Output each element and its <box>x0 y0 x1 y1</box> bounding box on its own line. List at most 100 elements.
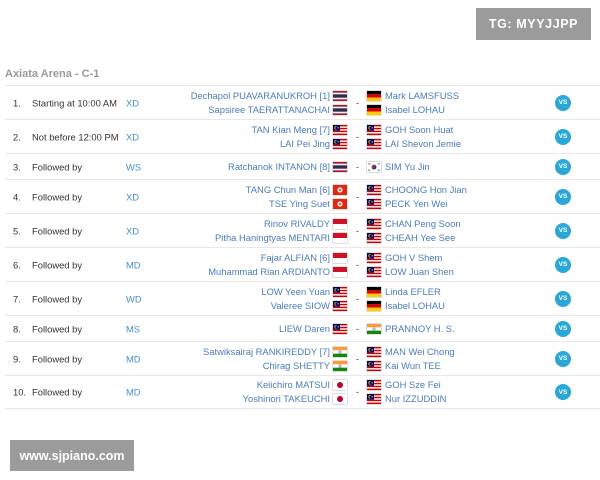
match-time: Not before 12:00 PM <box>32 131 119 142</box>
match-row: 10. Followed by MD Keiichiro MATSUI Yoshinor… <box>5 375 600 409</box>
player-link[interactable]: GOH Soon Huat <box>385 123 454 135</box>
flags-right <box>367 90 381 115</box>
match-event[interactable]: MS <box>126 323 141 334</box>
player-link[interactable]: TANG Chun Man [6] <box>245 183 330 195</box>
hongkong-flag-icon <box>333 184 347 195</box>
flags-right <box>367 252 381 277</box>
player-link[interactable]: Isabel LOHAU <box>385 299 445 311</box>
versus-separator: - <box>356 225 359 236</box>
player-link[interactable]: Linda EFLER <box>385 285 441 297</box>
player-link[interactable]: LOW Yeen Yuan <box>261 285 330 297</box>
japan-flag-icon <box>333 394 347 404</box>
watermark-top: TG: MYYJJPP <box>476 8 591 40</box>
vs-icon[interactable]: VS <box>555 290 571 307</box>
flags-left <box>333 90 347 115</box>
malaysia-flag-icon <box>367 138 381 149</box>
malaysia-flag-icon <box>367 360 381 371</box>
player-link[interactable]: Satwiksairaj RANKIREDDY [7] <box>203 345 330 357</box>
team-left: Ratchanok INTANON [8] <box>228 160 330 174</box>
vs-icon[interactable]: VS <box>555 128 571 145</box>
vs-icon[interactable]: VS <box>555 188 571 205</box>
team-left: LOW Yeen Yuan Valeree SIOW <box>261 285 330 313</box>
match-row: 3. Followed by WS Ratchanok INTANON [8] - SIM… <box>5 153 600 179</box>
team-left: Satwiksairaj RANKIREDDY [7] Chirag SHETTY <box>203 345 330 373</box>
player-link[interactable]: PRANNOY H. S. <box>385 322 455 334</box>
malaysia-flag-icon <box>367 124 381 135</box>
player-link[interactable]: Ratchanok INTANON [8] <box>228 160 330 172</box>
vs-icon[interactable]: VS <box>555 320 571 337</box>
player-link[interactable]: Mark LAMSFUSS <box>385 89 459 101</box>
player-link[interactable]: Nur IZZUDDIN <box>385 393 447 404</box>
match-row: 8. Followed by MS LIEW Daren - PRANNOY H. S. V… <box>5 315 600 341</box>
team-left: Fajar ALFIAN [6] Muhammad Rian ARDIANTO <box>208 251 330 279</box>
vs-icon[interactable]: VS <box>555 350 571 367</box>
thailand-flag-icon <box>333 104 347 115</box>
player-link[interactable]: Muhammad Rian ARDIANTO <box>208 265 330 277</box>
match-event[interactable]: XD <box>126 225 140 236</box>
vs-icon[interactable]: VS <box>555 256 571 273</box>
player-link[interactable]: TAN Kian Meng [7] <box>251 123 330 135</box>
malaysia-flag-icon <box>367 252 381 263</box>
player-link[interactable]: CHAN Peng Soon <box>385 217 461 229</box>
player-link[interactable]: CHEAH Yee See <box>385 231 456 243</box>
match-event[interactable]: WS <box>126 161 142 172</box>
indonesia-flag-icon <box>333 266 347 277</box>
thailand-flag-icon <box>333 90 347 101</box>
player-link[interactable]: GOH V Shem <box>385 251 443 263</box>
match-time: Followed by <box>32 293 83 304</box>
player-link[interactable]: CHOONG Hon Jian <box>385 183 467 195</box>
player-link[interactable]: Chirag SHETTY <box>262 359 330 371</box>
team-right: PRANNOY H. S. <box>385 322 455 336</box>
vs-icon[interactable]: VS <box>555 222 571 239</box>
match-row: 2. Not before 12:00 PM XD TAN Kian Meng [7]… <box>5 119 600 153</box>
match-event[interactable]: MD <box>126 259 141 270</box>
malaysia-flag-icon <box>333 323 347 334</box>
match-row: 6. Followed by MD Fajar ALFIAN [6] Muhammad … <box>5 247 600 281</box>
match-event[interactable]: XD <box>126 97 140 108</box>
team-right: GOH V Shem LOW Juan Shen <box>385 251 454 279</box>
match-event[interactable]: XD <box>126 131 140 142</box>
player-link[interactable]: Yoshinori TAKEUCHI <box>242 393 330 404</box>
player-link[interactable]: TSE Ying Suet <box>269 197 330 209</box>
malaysia-flag-icon <box>367 232 381 243</box>
match-number: 10. <box>13 386 27 398</box>
player-link[interactable]: MAN Wei Chong <box>385 345 455 357</box>
player-link[interactable]: Sapsiree TAERATTANACHAI <box>208 103 330 115</box>
vs-icon[interactable]: VS <box>555 158 571 175</box>
match-time: Followed by <box>32 353 83 364</box>
player-link[interactable]: GOH Sze Fei <box>385 379 441 390</box>
match-number: 3. <box>13 161 21 172</box>
germany-flag-icon <box>367 90 381 101</box>
player-link[interactable]: Isabel LOHAU <box>385 103 445 115</box>
player-link[interactable]: LAI Pei Jing <box>279 137 330 149</box>
match-row: 5. Followed by XD Rinov RIVALDY Pitha Haning… <box>5 213 600 247</box>
vs-icon[interactable]: VS <box>555 94 571 111</box>
player-link[interactable]: Dechapol PUAVARANUKROH [1] <box>190 89 330 101</box>
player-link[interactable]: Fajar ALFIAN [6] <box>260 251 330 263</box>
flags-right <box>367 161 381 172</box>
team-right: Linda EFLER Isabel LOHAU <box>385 285 445 313</box>
match-event[interactable]: MD <box>126 353 141 364</box>
player-link[interactable]: LIEW Daren <box>278 322 330 334</box>
player-link[interactable]: Rinov RIVALDY <box>264 217 330 229</box>
malaysia-flag-icon <box>367 198 381 209</box>
player-link[interactable]: Valeree SIOW <box>270 299 330 311</box>
player-link[interactable]: Kai Wun TEE <box>385 359 441 371</box>
indonesia-flag-icon <box>333 232 347 243</box>
player-link[interactable]: LAI Shevon Jemie <box>385 137 462 149</box>
team-right: CHAN Peng Soon CHEAH Yee See <box>385 217 461 245</box>
player-link[interactable]: PECK Yen Wei <box>385 197 448 209</box>
player-link[interactable]: Pitha Haningtyas MENTARI <box>215 231 330 243</box>
flags-left <box>333 218 347 243</box>
match-event[interactable]: WD <box>126 293 142 304</box>
player-link[interactable]: Keiichiro MATSUI <box>256 379 330 390</box>
match-event[interactable]: XD <box>126 191 140 202</box>
player-link[interactable]: LOW Juan Shen <box>385 265 454 277</box>
vs-icon[interactable]: VS <box>555 384 571 400</box>
versus-separator: - <box>356 131 359 142</box>
match-event[interactable]: MD <box>126 386 141 398</box>
korea-flag-icon <box>367 161 381 172</box>
team-left: Keiichiro MATSUI Yoshinori TAKEUCHI <box>243 378 330 406</box>
player-link[interactable]: SIM Yu Jin <box>385 160 430 172</box>
malaysia-flag-icon <box>367 184 381 195</box>
